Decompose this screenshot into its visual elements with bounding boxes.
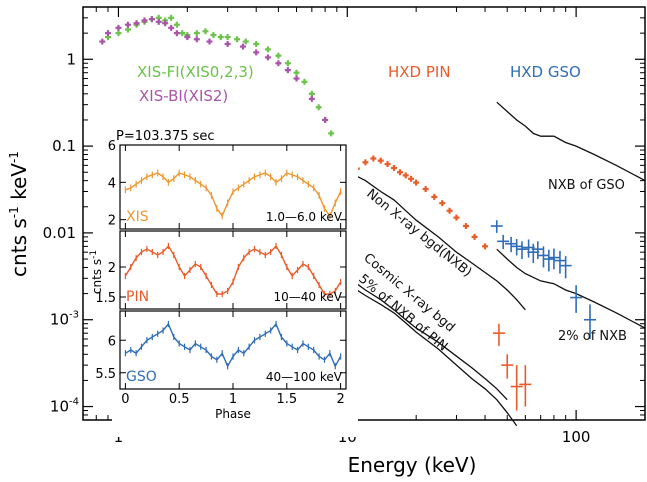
inset-light-curves: 2 4 6 XIS 1.0—6.0 keV 1.5 2 PIN 10—40 keV 5.5 6 GSO… (95, 139, 347, 407)
annotation-xis-bi: XIS-BI(XIS2) (139, 87, 228, 105)
series-line-7 (347, 280, 508, 401)
inset-y-tick-label: 6 (108, 139, 116, 154)
series-line-8 (347, 284, 518, 427)
inset-y-tick-label: 5.5 (95, 367, 116, 382)
annotation-2pct-nxb: 2% of NXB (558, 329, 627, 344)
spectrum-points (99, 14, 597, 411)
inset-y-tick-label: 6 (108, 334, 116, 349)
inset-y-tick-label: 2 (108, 261, 116, 276)
inset-panel-name-pin: PIN (126, 289, 149, 305)
series-line-9 (496, 248, 646, 329)
inset-panel-name-xis: XIS (126, 209, 149, 225)
inset-x-tick-label: 2 (336, 392, 344, 407)
inset-x-tick-label: 0 (121, 392, 129, 407)
series-line-6 (347, 171, 526, 311)
inset-panel-band-gso: 40—100 keV (266, 370, 343, 384)
annotation-nxb-gso: NXB of GSO (548, 178, 625, 193)
main-plot-frame (82, 6, 646, 421)
series-line-5 (496, 101, 646, 182)
inset-x-tick-label: 0.5 (169, 392, 190, 407)
inset-y-label: cnts s-1 (89, 250, 104, 294)
y-axis-label: cnts s-1 keV-1 (7, 151, 31, 277)
inset-x-tick-label: 1.5 (276, 392, 297, 407)
inset-x-tick-label: 1 (229, 392, 237, 407)
y-tick-label: 10-3 (50, 310, 79, 329)
inset-panel-band-xis: 1.0—6.0 keV (266, 210, 343, 224)
inset-panel-band-pin: 10—40 keV (274, 290, 343, 304)
inset-panel-name-gso: GSO (126, 369, 157, 385)
inset-y-tick-label: 2 (108, 214, 116, 229)
inset-y-tick-label: 1.5 (95, 291, 116, 306)
y-tick-label: 10-4 (50, 397, 79, 416)
y-tick-label: 0.01 (43, 224, 76, 242)
annotation-hxd-gso: HXD GSO (510, 63, 581, 81)
inset-y-tick-label: 4 (108, 176, 116, 191)
inset-x-label: Phase (215, 407, 251, 421)
annotation-hxd-pin: HXD PIN (388, 63, 451, 81)
x-axis-label: Energy (keV) (348, 453, 477, 477)
y-tick-label: 0.1 (52, 137, 76, 155)
inset-period-title: P=103.375 sec (116, 129, 215, 144)
y-tick-label: 1 (66, 50, 76, 68)
annotation-xis-fi: XIS-FI(XIS0,2,3) (137, 63, 254, 81)
background-model-lines (347, 101, 646, 427)
x-tick-label: 100 (562, 428, 591, 446)
